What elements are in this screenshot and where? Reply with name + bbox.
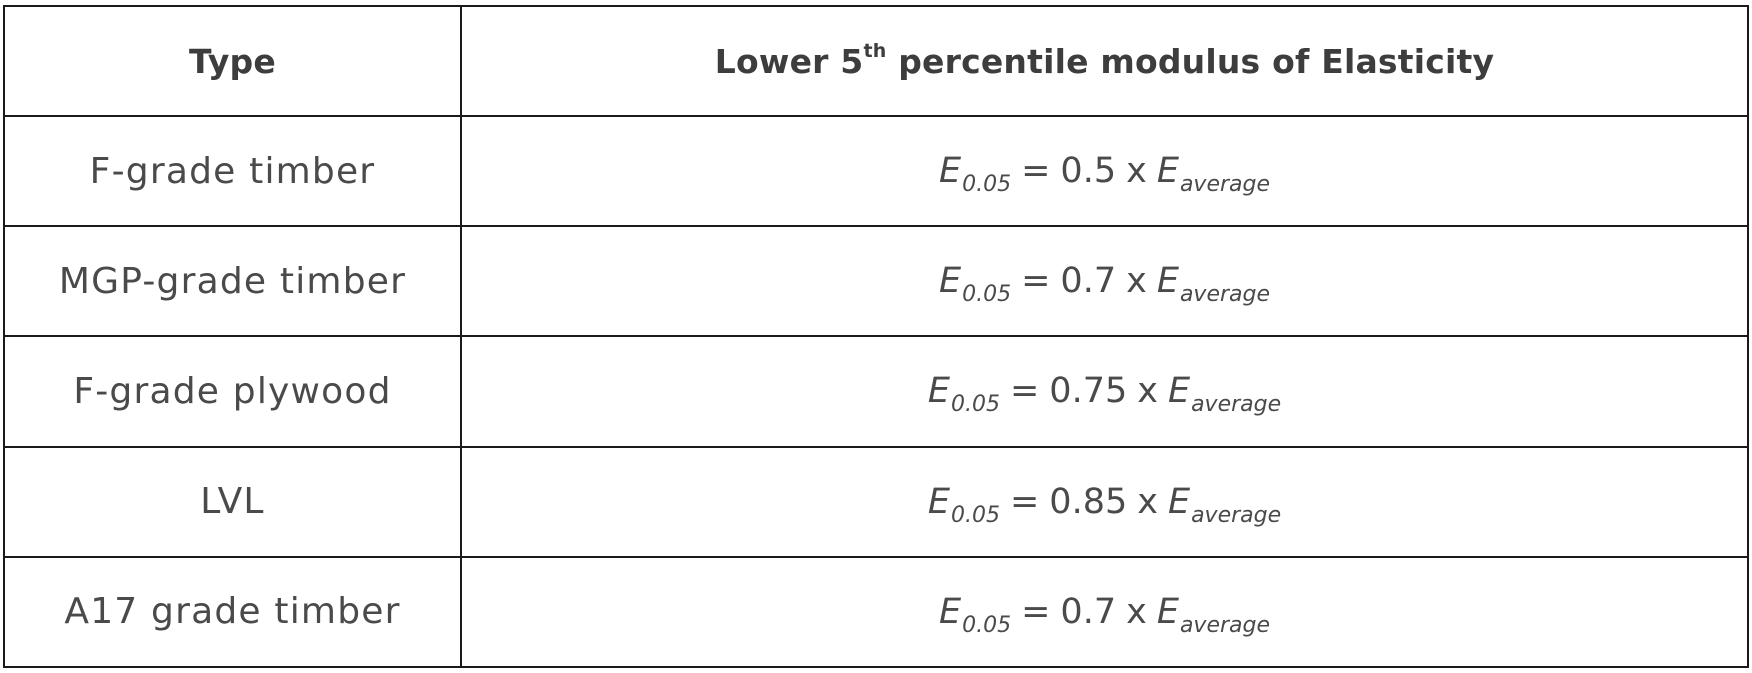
row-formula: E0.05 = 0.7 x Eaverage [460, 225, 1749, 338]
formula-e-symbol: E [927, 481, 950, 522]
formula-equals: = [1009, 481, 1040, 522]
table-row: MGP-grade timber E0.05 = 0.7 x Eaverage [3, 225, 1749, 338]
row-type: F-grade plywood [3, 335, 462, 448]
table-header-row: Type Lower 5th percentile modulus of Ela… [3, 5, 1749, 117]
table-row: F-grade timber E0.05 = 0.5 x Eaverage [3, 114, 1749, 228]
row-type: F-grade timber [3, 114, 462, 228]
formula-e-symbol: E [1156, 261, 1179, 302]
formula-e-symbol: E [938, 591, 962, 632]
formula-times: x [1137, 481, 1158, 522]
table-row: F-grade plywood E0.05 = 0.75 x Eaverage [3, 335, 1749, 448]
modulus-table-container: Type Lower 5th percentile modulus of Ela… [3, 5, 1749, 669]
formula-times: x [1126, 591, 1147, 632]
formula-subscript-average: average [1191, 502, 1282, 528]
header-modulus: Lower 5th percentile modulus of Elastici… [460, 5, 1749, 117]
formula-e-symbol: E [938, 261, 962, 302]
header-modulus-sup: th [863, 39, 887, 62]
formula-equals: = [1021, 591, 1051, 632]
formula-e-symbol: E [1167, 371, 1191, 412]
formula-factor: 0.5 [1060, 151, 1117, 192]
row-type: A17 grade timber [3, 555, 462, 669]
formula-subscript-average: average [1179, 612, 1270, 638]
row-formula: E0.05 = 0.5 x Eaverage [460, 114, 1749, 228]
row-type: MGP-grade timber [3, 225, 462, 338]
formula-e-symbol: E [1156, 151, 1179, 192]
row-formula: E0.05 = 0.7 x Eaverage [460, 555, 1749, 669]
table-row: A17 grade timber E0.05 = 0.7 x Eaverage [3, 555, 1749, 669]
formula-subscript-percentile: 0.05 [950, 392, 1000, 418]
formula-factor: 0.7 [1060, 261, 1117, 302]
table-row: LVL E0.05 = 0.85 x Eaverage [3, 445, 1749, 558]
formula-subscript-average: average [1191, 392, 1282, 418]
formula-equals: = [1021, 151, 1051, 192]
formula-e-symbol: E [927, 371, 950, 412]
header-type: Type [3, 5, 462, 117]
formula-equals: = [1021, 261, 1051, 302]
formula-e-symbol: E [1167, 481, 1191, 522]
row-type: LVL [3, 445, 462, 558]
formula-e-symbol: E [1156, 591, 1179, 632]
formula-subscript-average: average [1179, 282, 1270, 308]
header-modulus-prefix: Lower 5 [714, 41, 864, 81]
formula-factor: 0.7 [1060, 591, 1117, 632]
formula-times: x [1137, 371, 1158, 412]
formula-subscript-percentile: 0.05 [962, 172, 1012, 198]
formula-factor: 0.85 [1049, 481, 1128, 522]
modulus-table: Type Lower 5th percentile modulus of Ela… [3, 5, 1749, 669]
formula-equals: = [1009, 371, 1040, 412]
row-formula: E0.05 = 0.75 x Eaverage [460, 335, 1749, 448]
formula-factor: 0.75 [1049, 371, 1128, 412]
formula-e-symbol: E [938, 151, 962, 192]
row-formula: E0.05 = 0.85 x Eaverage [460, 445, 1749, 558]
formula-subscript-percentile: 0.05 [950, 502, 1000, 528]
formula-subscript-percentile: 0.05 [962, 282, 1012, 308]
formula-subscript-percentile: 0.05 [962, 612, 1012, 638]
formula-times: x [1126, 261, 1147, 302]
formula-times: x [1126, 151, 1147, 192]
formula-subscript-average: average [1179, 172, 1270, 198]
header-modulus-suffix: percentile modulus of Elasticity [886, 41, 1495, 81]
